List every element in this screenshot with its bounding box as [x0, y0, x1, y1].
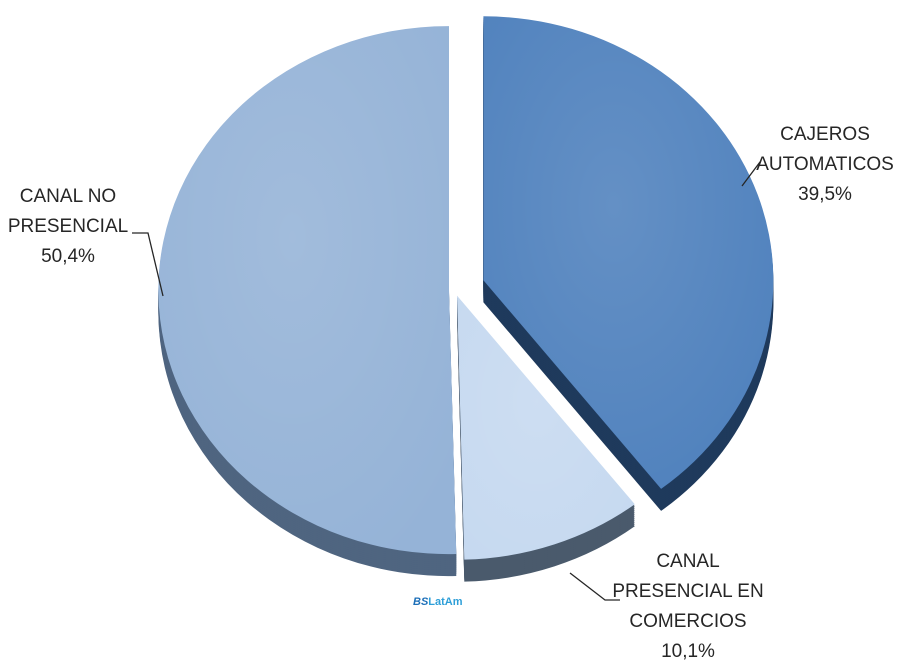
slice-highlight-2	[457, 295, 635, 560]
slice-label-line: 10,1%	[661, 641, 715, 662]
slice-label-line: CAJEROS	[780, 124, 870, 145]
watermark-logo: BSLatAm	[413, 596, 463, 608]
slice-label-3: CANAL NO PRESENCIAL 50,4%	[8, 186, 128, 267]
slice-label-line: CANAL NO	[20, 186, 116, 207]
slice-highlight-1	[483, 16, 774, 489]
slice-labels: CAJEROS AUTOMATICOS 39,5% CANAL PRESENCIAL E…	[8, 124, 894, 662]
leader-line-3	[132, 232, 164, 297]
leader-line-2	[569, 572, 620, 601]
slice-label-2: CANAL PRESENCIAL EN COMERCIOS 10,1%	[612, 551, 763, 662]
slice-label-line: COMERCIOS	[629, 611, 746, 632]
leader-lines	[132, 161, 761, 601]
slice-label-line: AUTOMATICOS	[756, 154, 894, 175]
slice-label-1: CAJEROS AUTOMATICOS 39,5%	[756, 124, 894, 205]
slice-label-line: PRESENCIAL EN	[612, 581, 763, 602]
slice-label-line: CANAL	[656, 551, 719, 572]
slice-label-line: PRESENCIAL	[8, 216, 128, 237]
slice-highlight-3	[158, 26, 457, 555]
slice-label-line: 50,4%	[41, 246, 95, 267]
slice-label-line: 39,5%	[798, 184, 852, 205]
pie-slices	[158, 16, 774, 560]
leader-line-1	[741, 161, 761, 187]
